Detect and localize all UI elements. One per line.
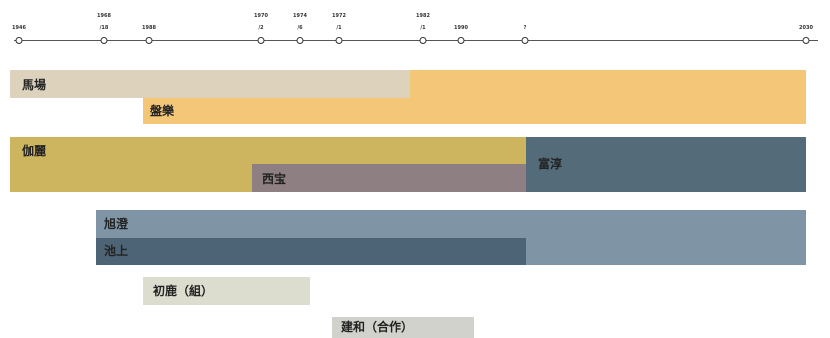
tick-label-bottom: /1 <box>420 25 426 31</box>
tick-label-bottom: 1946 <box>12 25 26 31</box>
tick-marker <box>335 37 343 44</box>
label-shoji: 初鹿（組） <box>153 284 214 298</box>
label-kasei-sub: 西宝 <box>262 172 287 186</box>
timeline-axis <box>14 40 818 41</box>
tick-marker <box>257 37 265 44</box>
tick-label-bottom: /2 <box>258 25 264 31</box>
label-second: 盤樂 <box>150 104 175 118</box>
tick-marker <box>802 37 810 44</box>
bar-mabeiru-light <box>10 70 410 98</box>
tick-label-top: 1968 <box>97 13 111 19</box>
label-tomiatsu: 富淳 <box>538 157 563 171</box>
label-kasei: 伽麗 <box>22 144 47 158</box>
bar-shoji <box>143 277 310 305</box>
label-mabeiru: 馬場 <box>22 78 47 92</box>
tick-marker <box>145 37 153 44</box>
tick-label-top: 1970 <box>254 13 268 19</box>
label-ikegami-bottom: 池上 <box>104 244 129 258</box>
tick-marker <box>15 37 23 44</box>
tick-marker <box>457 37 465 44</box>
tick-marker <box>419 37 427 44</box>
bar-kensho <box>332 317 474 338</box>
bar-tomiatsu <box>526 137 806 192</box>
tick-label-top: 1974 <box>293 13 307 19</box>
tick-label-top: 1982 <box>416 13 430 19</box>
tick-label-bottom: ? <box>523 25 527 31</box>
bar-kasei-sub <box>252 164 526 192</box>
tick-label-top: 1972 <box>332 13 346 19</box>
tick-marker <box>100 37 108 44</box>
bar-ikegami-dark <box>96 238 526 265</box>
bar-yellow-second <box>143 98 806 124</box>
bar-mabeiru-right <box>410 70 806 98</box>
tick-label-bottom: 1990 <box>454 25 468 31</box>
tick-label-bottom: 2030 <box>799 25 813 31</box>
tick-label-bottom: /6 <box>297 25 303 31</box>
tick-label-bottom: /18 <box>99 25 109 31</box>
tick-label-bottom: 1988 <box>142 25 156 31</box>
tick-label-bottom: /1 <box>336 25 342 31</box>
label-ikegami-top: 旭澄 <box>104 217 129 231</box>
tick-marker <box>521 37 529 44</box>
tick-marker <box>296 37 304 44</box>
label-kensho: 建和（合作） <box>341 320 414 334</box>
